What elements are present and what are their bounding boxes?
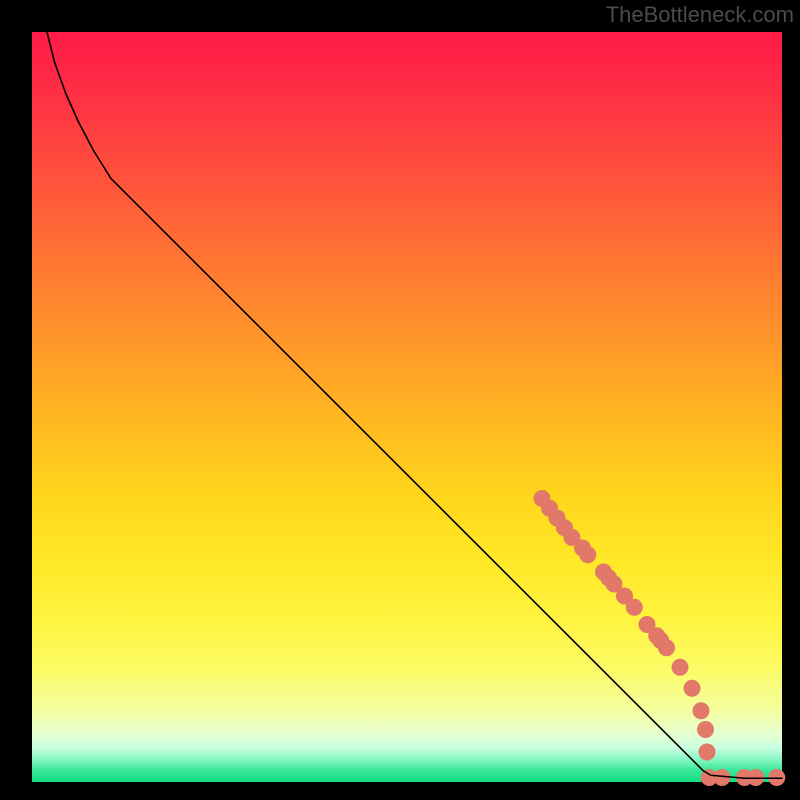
data-marker (698, 722, 714, 738)
data-marker (626, 599, 642, 615)
data-marker (684, 680, 700, 696)
bottleneck-chart (0, 0, 800, 800)
data-marker (672, 659, 688, 675)
data-marker (580, 547, 596, 563)
data-marker (699, 744, 715, 760)
data-marker (693, 703, 709, 719)
data-marker (659, 640, 675, 656)
plot-gradient-background (32, 32, 782, 782)
watermark-label: TheBottleneck.com (606, 2, 794, 28)
